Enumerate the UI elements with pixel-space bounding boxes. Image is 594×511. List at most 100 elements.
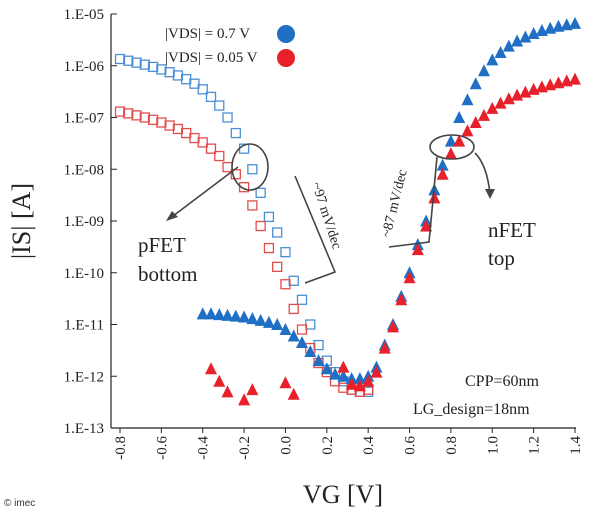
pfet-arrowhead: [166, 211, 178, 221]
series-1-point: [238, 182, 250, 193]
y-axis-title: |IS| [A]: [7, 183, 36, 259]
series-1-point: [280, 279, 291, 290]
series-0-point: [230, 127, 241, 139]
series-1-point: [288, 303, 299, 315]
series-2-point: [519, 30, 532, 43]
series-0-point: [255, 187, 266, 198]
series-0-point: [114, 53, 126, 65]
series-0-point: [247, 164, 258, 175]
series-3-point: [453, 134, 466, 147]
series-3-point: [387, 320, 399, 333]
x-tick-label: -0.6: [154, 436, 170, 460]
series-1-point: [205, 143, 217, 154]
x-tick-labels: -0.8 -0.6 -0.4 -0.2 0.0 0.2 0.4 0.6 0.8 1.0 1.2 1.4: [113, 428, 584, 460]
series-2-point: [453, 111, 466, 123]
series-1-point: [272, 261, 283, 273]
series-3-point: [221, 385, 234, 398]
series-3-point: [552, 76, 565, 89]
y-tick-label: 1.E-07: [64, 111, 105, 127]
series-2-point: [469, 77, 482, 90]
series-3-point: [403, 271, 416, 284]
series-1-point: [296, 324, 308, 335]
series-0-point: [123, 55, 134, 66]
series-0-point: [139, 59, 150, 70]
series-2-point: [296, 335, 308, 348]
series-0-point: [222, 112, 233, 123]
series-3-point: [511, 88, 524, 101]
series-2-point: [213, 308, 226, 321]
x-tick-label: 0.2: [320, 436, 336, 455]
y-tick-label: 1.E-05: [64, 7, 104, 23]
data-marks: [114, 16, 581, 406]
series-1-point: [255, 220, 266, 232]
series-0-point: [296, 294, 308, 305]
series-1-point: [164, 120, 175, 131]
x-tick-label: -0.2: [237, 436, 253, 460]
series-2-point: [329, 367, 342, 380]
pfet-slope-label: ~97 mV/dec: [308, 181, 344, 252]
series-2-point: [502, 39, 515, 52]
legend: |VDS| = 0.7 V |VDS| = 0.05 V: [165, 25, 295, 67]
series-3-point: [569, 72, 581, 85]
series-0-point: [147, 61, 159, 73]
series-1-point: [114, 106, 126, 117]
series-3-point: [444, 147, 457, 160]
nfet-label-line2: top: [488, 246, 515, 270]
nfet-highlight-ellipse: [429, 134, 475, 160]
series-1-point: [131, 110, 142, 121]
y-tick-label: 1.E-09: [64, 214, 104, 230]
legend-marker-0: [277, 25, 295, 43]
series-2-point: [569, 16, 581, 29]
series-2-point: [337, 369, 350, 382]
copyright-credit: © imec: [4, 498, 35, 509]
pfet-highlight-ellipse: [231, 143, 269, 191]
nfet-slope-label: ~87 mV/dec: [379, 168, 410, 239]
legend-marker-1: [277, 49, 295, 67]
series-1-point: [263, 242, 275, 254]
series-1-point: [147, 114, 159, 126]
x-tick-label: -0.8: [113, 436, 129, 460]
y-tick-label: 1.E-10: [64, 266, 104, 282]
x-tick-label: 1.4: [568, 436, 584, 455]
series-0-point: [288, 275, 299, 286]
series-2-point: [279, 323, 292, 336]
series-0-point: [197, 84, 208, 95]
series-0-point: [272, 227, 283, 238]
series-1-point: [247, 200, 258, 211]
series-2-point: [544, 21, 557, 34]
series-3-point: [420, 219, 433, 232]
nfet-arrow: [474, 152, 491, 195]
series-2-point: [494, 46, 507, 59]
legend-label-1: |VDS| = 0.05 V: [165, 50, 258, 66]
series-3-point: [205, 362, 217, 375]
series-2-point: [478, 64, 490, 77]
series-3-point: [436, 167, 449, 180]
x-tick-label: 0.4: [361, 436, 377, 455]
series-3-point: [337, 360, 350, 373]
series-2-point: [287, 329, 300, 342]
series-2-point: [436, 158, 449, 171]
series-2-point: [271, 318, 284, 330]
series-0-point: [164, 67, 175, 78]
nfet-slope-line: [388, 156, 438, 248]
series-0-point: [131, 57, 142, 68]
series-1-point: [156, 117, 167, 128]
series-3-point: [378, 341, 391, 354]
series-0-point: [263, 211, 275, 223]
cpp-label: CPP=60nm: [465, 373, 539, 390]
series-3-point: [238, 393, 251, 406]
y-tick-labels: 1.E-05 1.E-06 1.E-07 1.E-08 1.E-09 1.E-10 1.E-…: [64, 7, 117, 437]
x-axis-title: VG [V]: [303, 480, 383, 509]
pfet-slope-line: [294, 175, 337, 284]
series-0-point: [214, 100, 225, 111]
y-tick-label: 1.E-13: [64, 421, 104, 437]
pfet-arrow: [172, 166, 239, 217]
nfet-arrowhead: [485, 189, 495, 199]
series-3-point: [494, 96, 507, 109]
series-3-point: [486, 101, 499, 114]
x-tick-label: 1.2: [527, 436, 543, 455]
series-2-point: [312, 354, 325, 367]
series-3-point: [411, 243, 424, 256]
series-2-point: [511, 34, 524, 47]
pfet-label-line1: pFET: [138, 233, 186, 257]
